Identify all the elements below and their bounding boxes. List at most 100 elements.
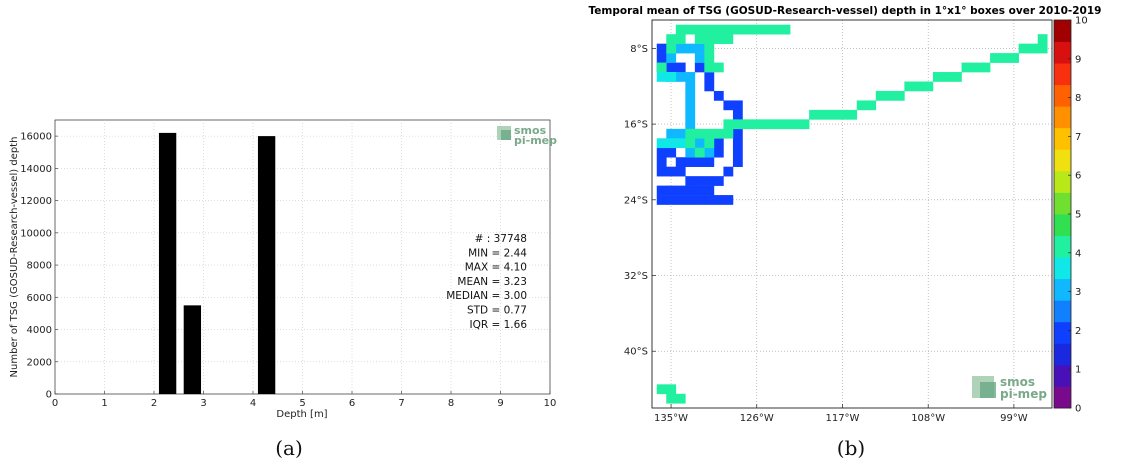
- map-cell: [694, 34, 705, 44]
- panel-label-a: (a): [275, 436, 303, 460]
- map-cell: [704, 81, 715, 92]
- map-cell: [666, 53, 677, 63]
- map-lon-tick-label: 108°W: [911, 413, 945, 424]
- map-cell: [837, 109, 848, 120]
- map-cell: [761, 24, 772, 35]
- map-cell: [685, 100, 696, 111]
- map-cell: [675, 72, 686, 82]
- map-cell: [704, 138, 715, 149]
- map-cell: [847, 109, 858, 120]
- map-cell: [704, 147, 715, 158]
- map-plot-area: [652, 20, 1052, 408]
- map-cell: [856, 100, 867, 111]
- map-cell: [685, 72, 696, 82]
- colorbar-segment: [1054, 235, 1071, 258]
- map-cell: [675, 24, 686, 35]
- map-cell: [666, 43, 677, 54]
- map-cell: [780, 119, 791, 130]
- histogram-y-tick-label: 4000: [27, 325, 52, 336]
- map-cell: [732, 157, 743, 167]
- map-logo: smos pi-mep: [972, 375, 1047, 401]
- map-cell: [790, 119, 800, 130]
- map-lon-tick-label: 135°W: [654, 413, 688, 424]
- map-cell: [704, 62, 715, 73]
- map-lat-tick-label: 40°S: [624, 347, 648, 358]
- map-cell: [723, 100, 734, 111]
- colorbar-tick-label: 7: [1075, 132, 1081, 143]
- colorbar-segment: [1054, 192, 1071, 215]
- map-cell: [1037, 34, 1048, 44]
- map-cell: [732, 128, 743, 139]
- map-cell: [742, 119, 753, 130]
- map-lon-ticks: 135°W 126°W 117°W 108°W 99°W: [654, 404, 1028, 424]
- histogram-x-ticks: 0 1 2 3 4 5 6 7 8 9 10: [52, 391, 557, 409]
- map-cell: [1009, 53, 1019, 63]
- map-cell: [694, 128, 705, 139]
- map-cell: [771, 119, 781, 130]
- map-cell: [685, 185, 696, 196]
- map-cell: [752, 119, 762, 130]
- map-cell: [685, 138, 696, 149]
- map-cell: [694, 176, 705, 186]
- map-cell: [866, 100, 877, 111]
- map-cell: [666, 166, 677, 177]
- map-cell: [675, 34, 686, 44]
- map-cell: [675, 43, 686, 54]
- map-cell: [656, 62, 667, 73]
- histogram-x-tick-label: 2: [151, 398, 157, 409]
- map-cell: [713, 176, 724, 186]
- map-cell: [694, 62, 705, 73]
- map-cell: [694, 138, 705, 149]
- map-cell: [713, 195, 724, 205]
- map-cell: [675, 185, 686, 196]
- map-cell: [713, 90, 724, 101]
- histogram-logo: smos pi-mep: [497, 124, 557, 147]
- map-lat-tick-label: 16°S: [624, 120, 648, 131]
- histogram-y-tick-label: 8000: [27, 261, 52, 272]
- colorbar-segment: [1054, 343, 1071, 366]
- map-cell: [704, 34, 715, 44]
- depth-histogram-panel: 0 1 2 3 4 5 6 7 8 9 10 0 2000 4000 6000 8000 10000 12000…: [9, 119, 557, 460]
- map-cell: [675, 138, 686, 149]
- histogram-y-tick-label: 14000: [20, 164, 52, 175]
- histogram-x-tick-label: 6: [349, 398, 355, 409]
- histogram-logo-line2: pi-mep: [514, 134, 557, 147]
- map-cell: [732, 100, 743, 111]
- colorbar-segment: [1054, 364, 1071, 387]
- histogram-stats-box: # : 37748 MIN = 2.44 MAX = 4.10 MEAN = 3.23…: [446, 233, 527, 331]
- histogram-y-ticks: 0 2000 4000 6000 8000 10000 12000 14000 16000: [20, 132, 58, 401]
- map-cell: [666, 34, 677, 44]
- colorbar-segment: [1054, 63, 1071, 86]
- map-cell: [742, 24, 753, 35]
- map-cell: [704, 24, 715, 35]
- colorbar-tick-label: 6: [1075, 171, 1081, 182]
- map-cell: [656, 166, 667, 177]
- map-cell: [980, 62, 991, 73]
- map-cell: [809, 109, 819, 120]
- map-cell: [704, 53, 715, 63]
- map-cell: [694, 24, 705, 35]
- map-cell: [780, 24, 791, 35]
- map-cell: [675, 393, 686, 404]
- map-cell: [666, 128, 677, 139]
- map-cell: [685, 128, 696, 139]
- map-cell: [1018, 43, 1029, 54]
- map-cell: [713, 24, 724, 35]
- histogram-x-tick-label: 7: [398, 398, 404, 409]
- histogram-stat-line: MEDIAN = 3.00: [446, 290, 527, 302]
- histogram-stat-line: MAX = 4.10: [465, 262, 527, 274]
- map-cell: [828, 109, 839, 120]
- colorbar-segment: [1054, 127, 1071, 150]
- map-cell: [723, 24, 734, 35]
- histogram-x-tick-label: 10: [544, 398, 557, 409]
- map-cell: [713, 62, 724, 73]
- map-cell: [942, 72, 953, 82]
- map-cell: [704, 185, 715, 196]
- map-cell: [999, 53, 1010, 63]
- colorbar-segment: [1054, 386, 1071, 409]
- map-cell: [656, 384, 667, 395]
- histogram-y-tick-label: 0: [46, 390, 52, 401]
- colorbar-tick-label: 10: [1075, 16, 1088, 27]
- map-cell: [952, 72, 962, 82]
- colorbar-segment: [1054, 257, 1071, 280]
